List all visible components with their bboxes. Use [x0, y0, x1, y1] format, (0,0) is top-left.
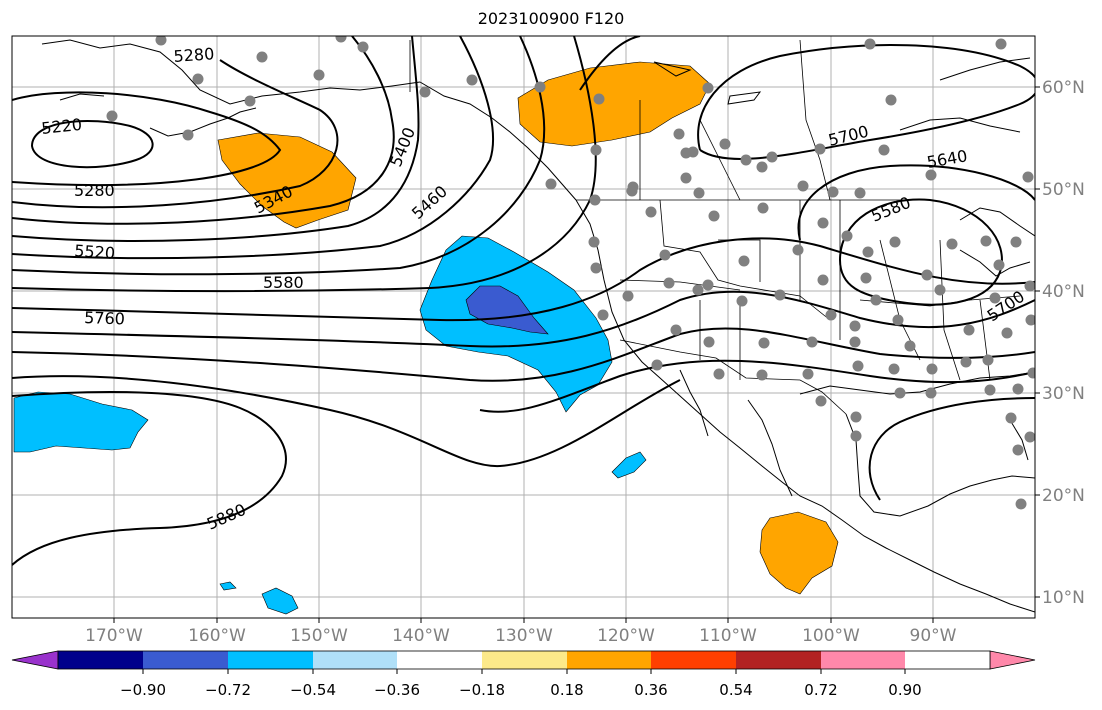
- colorbar-segment: [228, 651, 313, 669]
- lat-label: 50°N: [1042, 180, 1085, 200]
- colorbar-tick-label: 0.90: [888, 681, 921, 699]
- contour-label: 5640: [925, 146, 968, 172]
- longitude-labels: 170°W 160°W 150°W 140°W 130°W 120°W 110°…: [85, 626, 957, 646]
- lon-label: 110°W: [699, 626, 757, 646]
- colorbar-tick-label: −0.36: [374, 681, 420, 699]
- contour-5400: [12, 36, 420, 242]
- contour-5760: [12, 327, 1035, 382]
- contour-5220-low: [30, 119, 154, 169]
- contour-label: 5400: [386, 125, 419, 170]
- negative-anomaly-small-2: [611, 451, 647, 479]
- lat-label: 20°N: [1042, 486, 1085, 506]
- lon-label: 90°W: [910, 626, 957, 646]
- colorbar-tick-label: 0.18: [550, 681, 583, 699]
- contour-label: 5280: [173, 44, 215, 66]
- anomaly-shading: [13, 61, 839, 615]
- lat-label: 60°N: [1042, 78, 1085, 98]
- contour-5880: [12, 391, 287, 566]
- contour-label: 5460: [408, 182, 451, 223]
- colorbar-segment: [821, 651, 905, 669]
- contour-5580: [12, 36, 597, 292]
- colorbar-tick-label: 0.72: [804, 681, 837, 699]
- lat-label: 40°N: [1042, 282, 1085, 302]
- lon-label: 150°W: [290, 626, 348, 646]
- negative-anomaly-hawaii: [13, 391, 149, 453]
- contour-label: 5580: [263, 273, 304, 292]
- lon-label: 100°W: [802, 626, 860, 646]
- colorbar-extend-high: [989, 650, 1036, 670]
- colorbar-segment: [651, 651, 736, 669]
- positive-anomaly-gulf: [217, 132, 357, 229]
- lat-label: 10°N: [1042, 588, 1085, 608]
- contour-label: 5880: [204, 500, 249, 534]
- strong-negative-anomaly: [465, 285, 549, 335]
- colorbar-segment: [313, 651, 397, 669]
- colorbar-tick-label: −0.90: [120, 681, 166, 699]
- colorbar-outline: [57, 650, 991, 670]
- colorbar-tick-label: −0.54: [290, 681, 336, 699]
- colorbar-tick-labels: −0.90 −0.72 −0.54 −0.36 −0.18 0.18 0.36 …: [120, 681, 922, 699]
- contour-5340: [12, 36, 395, 225]
- colorbar: [11, 650, 1036, 670]
- axis-ticks: [113, 86, 1040, 623]
- lon-label: 120°W: [597, 626, 655, 646]
- lon-label: 140°W: [392, 626, 450, 646]
- negative-anomaly-small-1: [261, 587, 299, 615]
- colorbar-tick-label: 0.54: [719, 681, 752, 699]
- colorbar-extend-low: [11, 650, 59, 670]
- contour-5460: [12, 36, 494, 260]
- contour-5280: [12, 91, 282, 186]
- map-title: 2023100900 F120: [477, 9, 625, 28]
- colorbar-ticks: [142, 669, 906, 674]
- colorbar-tick-label: 0.36: [634, 681, 667, 699]
- lat-label: 30°N: [1042, 384, 1085, 404]
- colorbar-segment: [143, 651, 228, 669]
- positive-anomaly-mexico: [759, 511, 839, 595]
- latitude-labels: 60°N 50°N 40°N 30°N 20°N 10°N: [1042, 78, 1085, 608]
- colorbar-tick-label: −0.72: [205, 681, 251, 699]
- station-markers: [106, 36, 1035, 510]
- coastlines: [41, 39, 1035, 613]
- colorbar-segment: [905, 651, 990, 669]
- colorbar-segment: [58, 651, 143, 669]
- colorbar-segment: [736, 651, 821, 669]
- height-contours: [12, 36, 1035, 566]
- negative-anomaly-small-3: [219, 581, 237, 591]
- contour-label: 5760: [84, 308, 125, 328]
- colorbar-segment: [567, 651, 651, 669]
- lon-label: 130°W: [495, 626, 553, 646]
- contour-label: 5700: [826, 122, 870, 150]
- contour-5520: [12, 36, 546, 276]
- lon-label: 170°W: [85, 626, 143, 646]
- contour-label: 5700: [984, 287, 1028, 326]
- contour-label: 5580: [868, 193, 913, 226]
- contour-label: 5520: [74, 241, 116, 263]
- colorbar-segment: [397, 651, 482, 669]
- contour-label: 5220: [40, 115, 82, 138]
- contour-label: 5280: [74, 181, 115, 200]
- colorbar-tick-label: −0.18: [459, 681, 505, 699]
- lon-label: 160°W: [188, 626, 246, 646]
- colorbar-segment: [482, 651, 567, 669]
